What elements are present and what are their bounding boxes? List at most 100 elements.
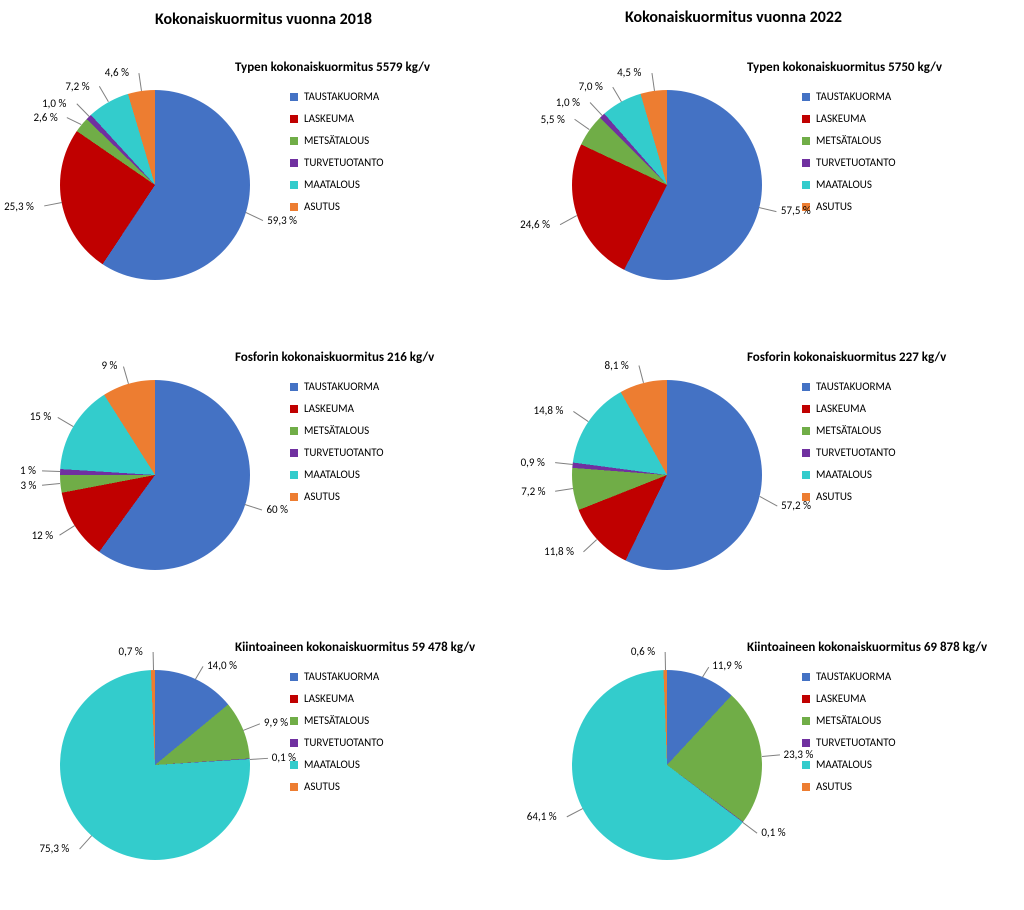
legend-item: LASKEUMA — [290, 692, 384, 705]
legend-swatch — [290, 673, 298, 681]
slice-label: 15 % — [30, 410, 52, 423]
slice-label: 14,8 % — [534, 404, 564, 417]
legend-item: MAATALOUS — [290, 178, 384, 191]
legend-item: TURVETUOTANTO — [802, 736, 896, 749]
slice-label: 0,7 % — [119, 645, 143, 658]
slice-label: 23,3 % — [784, 748, 814, 761]
legend-swatch — [290, 471, 298, 479]
legend-item: METSÄTALOUS — [802, 134, 896, 147]
chart-title: Kiintoaineen kokonaiskuormitus 59 478 kg… — [235, 640, 475, 655]
legend-swatch — [802, 761, 810, 769]
legend-item: METSÄTALOUS — [290, 424, 384, 437]
legend-swatch — [290, 717, 298, 725]
legend-swatch — [802, 115, 810, 123]
chart-title: Typen kokonaiskuormitus 5579 kg/v — [235, 60, 430, 75]
slice-label: 11,9 % — [712, 659, 742, 672]
slice-label: 24,6 % — [520, 218, 550, 231]
legend-label: ASUTUS — [816, 490, 852, 503]
leader-line — [42, 470, 60, 472]
slice-label: 0,1 % — [761, 826, 785, 839]
legend-item: ASUTUS — [802, 200, 896, 213]
pie — [572, 380, 762, 570]
legend-swatch — [802, 405, 810, 413]
column-header-2018-text: Kokonaiskuormitus vuonna 2018 — [155, 10, 372, 29]
legend-item: ASUTUS — [290, 780, 384, 793]
legend-label: ASUTUS — [304, 780, 340, 793]
legend-item: TAUSTAKUORMA — [290, 380, 384, 393]
slice-label: 7,2 % — [65, 80, 89, 93]
pie — [60, 670, 250, 860]
legend-swatch — [802, 181, 810, 189]
legend-label: METSÄTALOUS — [816, 424, 881, 437]
legend-item: MAATALOUS — [802, 758, 896, 771]
legend-swatch — [290, 427, 298, 435]
legend-swatch — [802, 137, 810, 145]
pie — [572, 670, 762, 860]
slice-label: 1,0 % — [556, 96, 580, 109]
slice-label: 5,5 % — [541, 113, 565, 126]
legend-swatch — [290, 203, 298, 211]
legend-item: ASUTUS — [290, 490, 384, 503]
legend-item: TURVETUOTANTO — [802, 446, 896, 459]
leader-line — [665, 652, 666, 670]
legend-item: METSÄTALOUS — [802, 424, 896, 437]
slice-label: 0,9 % — [521, 456, 545, 469]
legend-label: ASUTUS — [304, 490, 340, 503]
legend-item: ASUTUS — [290, 200, 384, 213]
chart-title: Fosforin kokonaiskuormitus 227 kg/v — [747, 350, 946, 365]
legend-label: ASUTUS — [304, 200, 340, 213]
column-header-2018: Kokonaiskuormitus vuonna 2018 — [155, 10, 372, 29]
legend-swatch — [802, 159, 810, 167]
legend-swatch — [290, 383, 298, 391]
legend-label: METSÄTALOUS — [304, 134, 369, 147]
legend-label: TAUSTAKUORMA — [816, 90, 891, 103]
legend-label: TURVETUOTANTO — [304, 446, 384, 459]
legend-swatch — [802, 717, 810, 725]
legend-label: METSÄTALOUS — [816, 134, 881, 147]
legend-item: LASKEUMA — [802, 402, 896, 415]
legend-swatch — [802, 471, 810, 479]
legend-label: MAATALOUS — [816, 178, 872, 191]
legend-swatch — [802, 383, 810, 391]
legend-label: LASKEUMA — [304, 692, 354, 705]
slice-label: 7,0 % — [579, 80, 603, 93]
chart-fosforin-2022: Fosforin kokonaiskuormitus 227 kg/v TAUST… — [512, 330, 1024, 610]
slice-label: 57,2 % — [781, 499, 811, 512]
legend-label: TURVETUOTANTO — [816, 446, 896, 459]
leader-line — [555, 462, 573, 465]
slice-label: 1 % — [20, 464, 36, 477]
slice-label: 3 % — [21, 479, 37, 492]
legend-item: METSÄTALOUS — [802, 714, 896, 727]
slice-label: 1,0 % — [42, 97, 66, 110]
leader-line — [762, 755, 780, 758]
legend-label: TURVETUOTANTO — [816, 156, 896, 169]
leader-line — [139, 73, 143, 91]
legend-item: MAATALOUS — [290, 758, 384, 771]
legend-swatch — [290, 739, 298, 747]
legend-swatch — [802, 783, 810, 791]
chart-title: Typen kokonaiskuormitus 5750 kg/v — [747, 60, 942, 75]
legend-swatch — [290, 159, 298, 167]
legend-item: TURVETUOTANTO — [802, 156, 896, 169]
legend-swatch — [290, 405, 298, 413]
chart-title: Fosforin kokonaiskuormitus 216 kg/v — [235, 350, 434, 365]
legend-item: TAUSTAKUORMA — [802, 670, 896, 683]
slice-label: 57,5 % — [781, 204, 811, 217]
slice-label: 11,8 % — [544, 545, 574, 558]
slice-label: 4,5 % — [617, 66, 641, 79]
legend-item: TURVETUOTANTO — [290, 446, 384, 459]
legend-swatch — [802, 695, 810, 703]
leader-line — [42, 483, 60, 486]
slice-label: 9,9 % — [264, 716, 288, 729]
legend-swatch — [802, 427, 810, 435]
slice-label: 60 % — [266, 503, 288, 516]
legend: TAUSTAKUORMALASKEUMAMETSÄTALOUSTURVETUOT… — [290, 380, 384, 512]
legend-label: MAATALOUS — [304, 758, 360, 771]
legend-swatch — [802, 673, 810, 681]
leader-line — [153, 652, 154, 670]
legend-label: TURVETUOTANTO — [304, 156, 384, 169]
legend-item: TAUSTAKUORMA — [802, 380, 896, 393]
legend-swatch — [290, 493, 298, 501]
legend-item: LASKEUMA — [802, 112, 896, 125]
legend-label: TAUSTAKUORMA — [304, 670, 379, 683]
